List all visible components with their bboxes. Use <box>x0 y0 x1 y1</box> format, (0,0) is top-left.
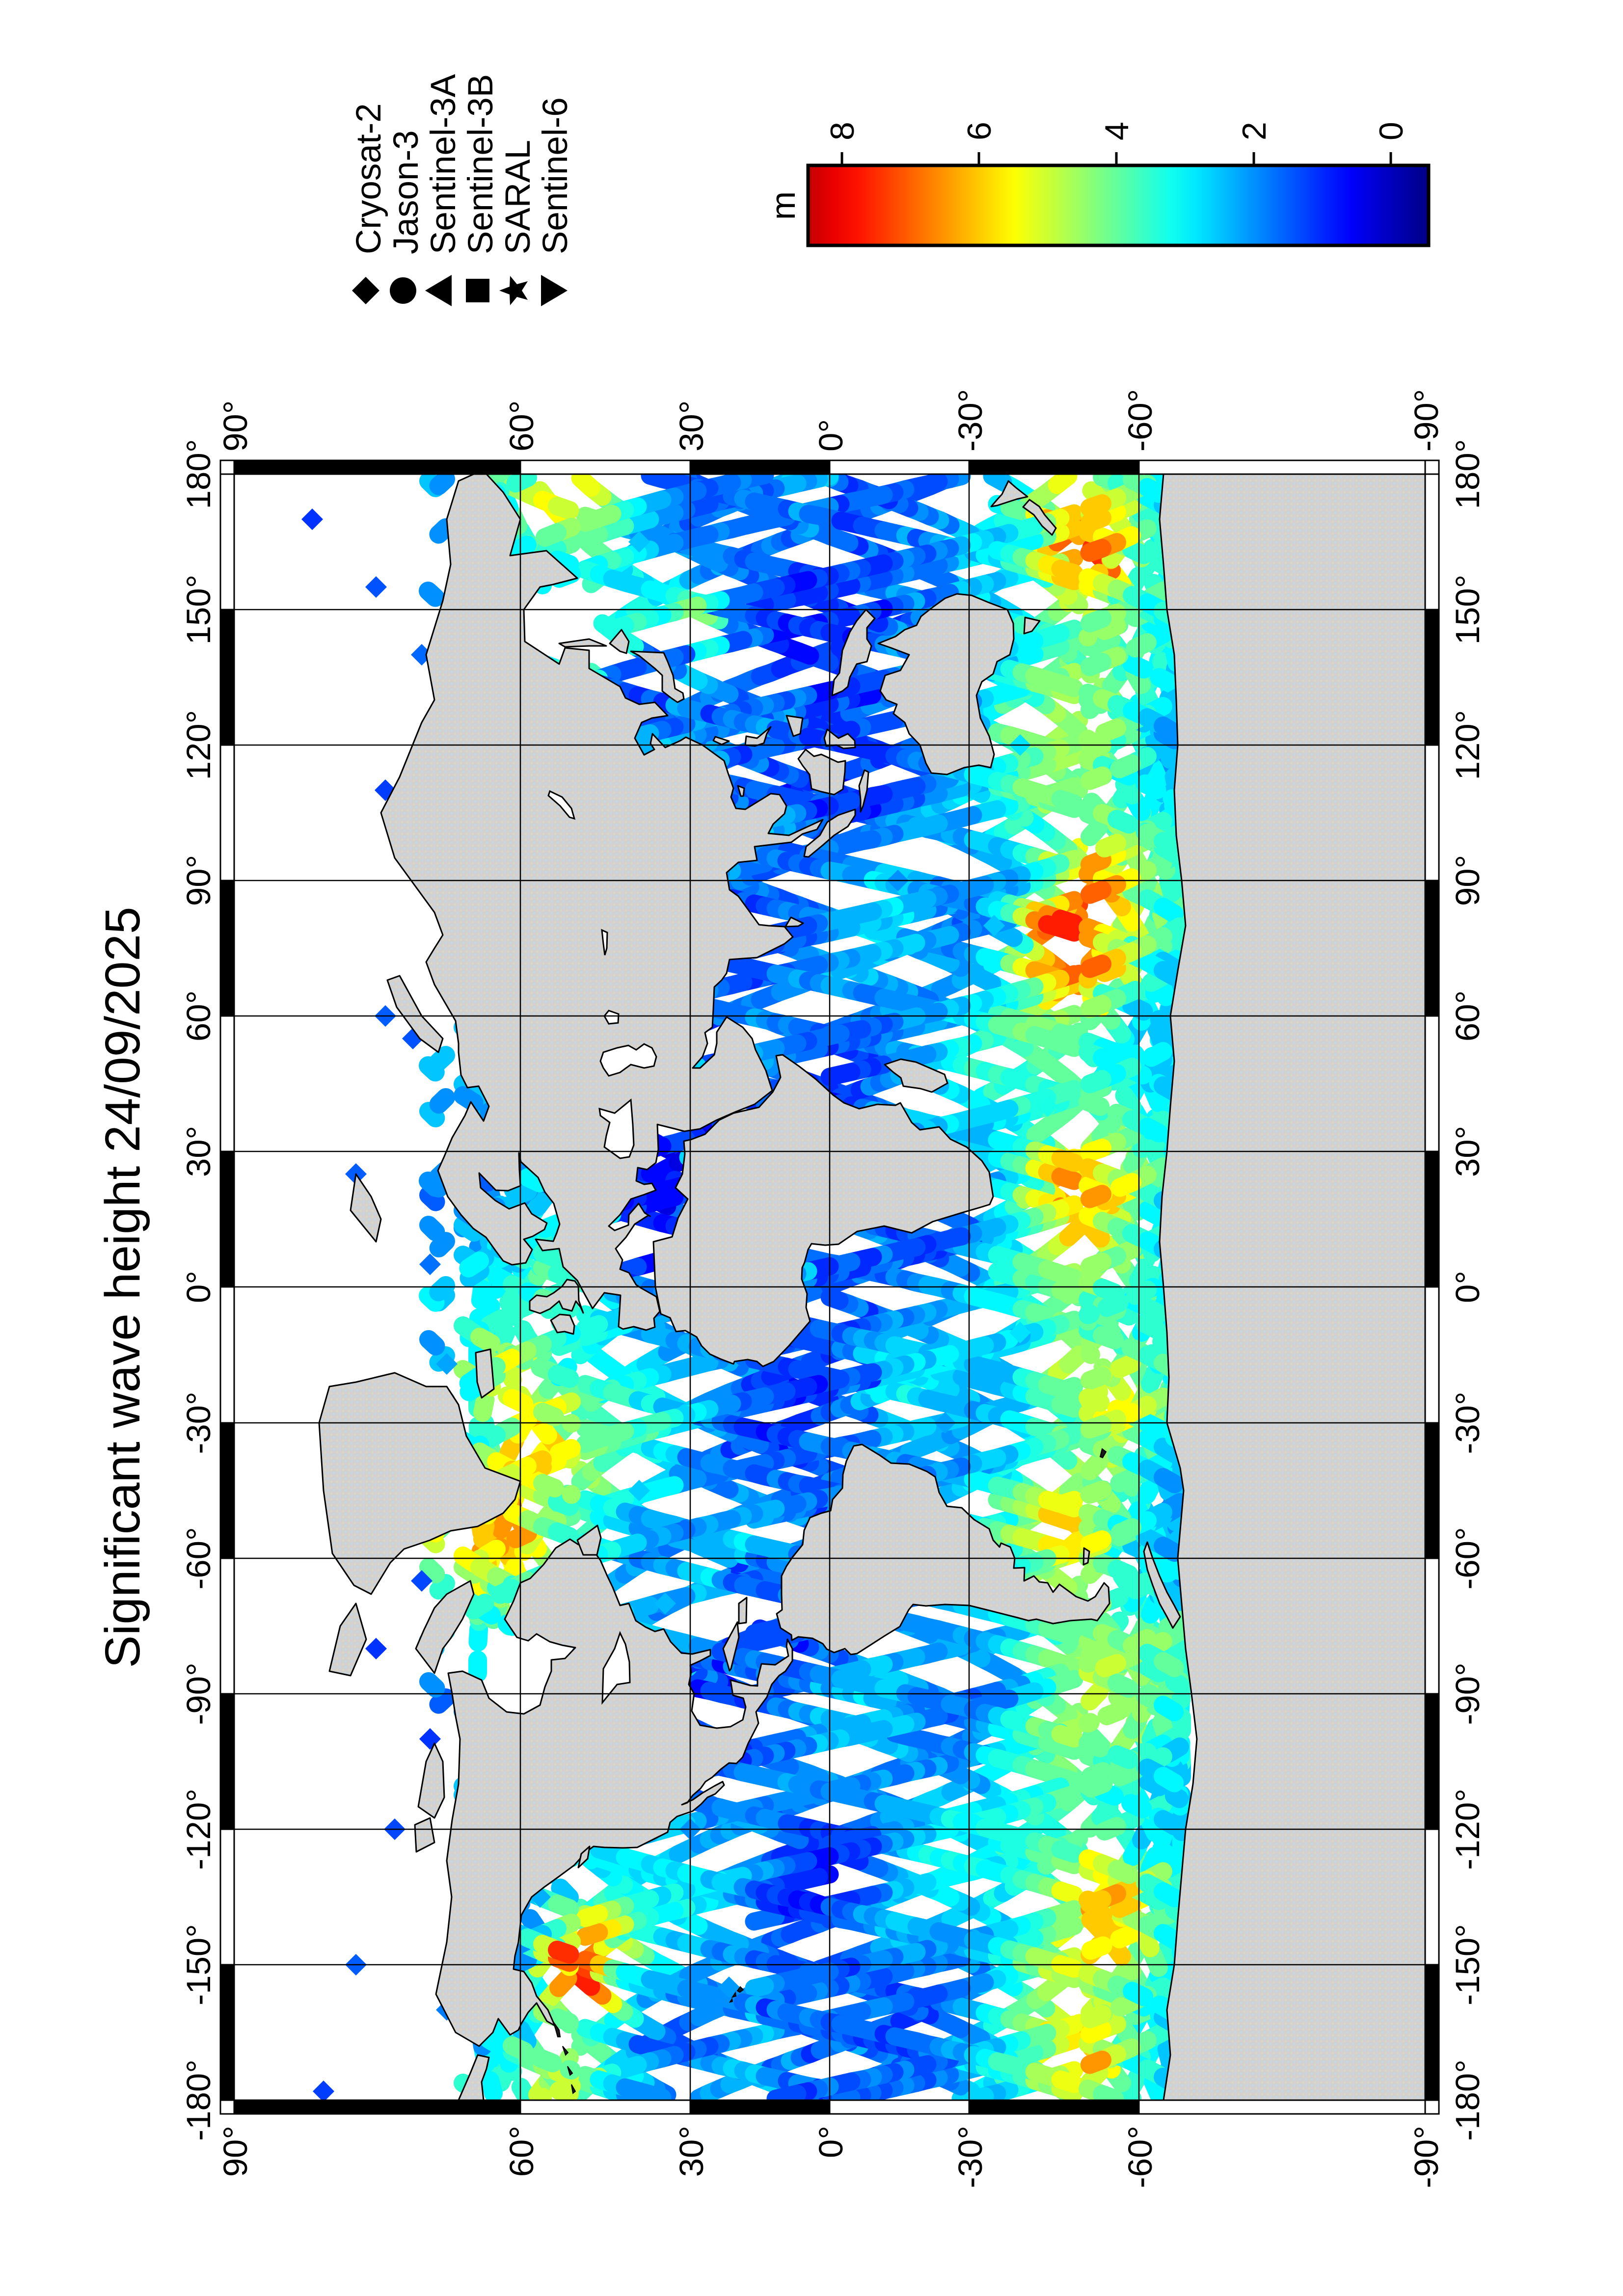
svg-text:-120°: -120° <box>1449 1789 1487 1870</box>
svg-text:-90°: -90° <box>1449 1662 1487 1725</box>
svg-text:4: 4 <box>1098 122 1136 140</box>
svg-text:0: 0 <box>1373 122 1410 140</box>
svg-text:6: 6 <box>961 122 998 140</box>
svg-text:60°: 60° <box>503 400 541 452</box>
svg-text:150°: 150° <box>1449 575 1487 645</box>
svg-text:60°: 60° <box>503 2126 541 2177</box>
svg-text:-150°: -150° <box>1449 1924 1487 2005</box>
svg-text:0°: 0° <box>1449 1271 1487 1303</box>
svg-text:180°: 180° <box>180 439 217 509</box>
svg-text:SARAL: SARAL <box>499 140 538 254</box>
svg-text:-60°: -60° <box>1121 389 1159 452</box>
svg-text:-90°: -90° <box>180 1662 217 1725</box>
svg-text:Sentinel-3B: Sentinel-3B <box>461 74 500 254</box>
svg-text:Jason-3: Jason-3 <box>387 130 426 254</box>
svg-text:-30°: -30° <box>951 2126 989 2188</box>
svg-text:2: 2 <box>1236 122 1273 140</box>
svg-text:30°: 30° <box>1449 1126 1487 1177</box>
svg-text:0°: 0° <box>812 2126 850 2158</box>
svg-text:150°: 150° <box>180 575 217 645</box>
svg-text:-180°: -180° <box>180 2059 217 2141</box>
svg-text:30°: 30° <box>673 2126 710 2177</box>
svg-text:120°: 120° <box>180 710 217 780</box>
svg-text:90°: 90° <box>216 2126 254 2177</box>
svg-text:60°: 60° <box>1449 990 1487 1041</box>
svg-text:Sentinel-6: Sentinel-6 <box>536 97 575 254</box>
svg-text:90°: 90° <box>1449 855 1487 906</box>
svg-text:-30°: -30° <box>951 389 989 452</box>
svg-text:Cryosat-2: Cryosat-2 <box>350 103 388 254</box>
svg-text:90°: 90° <box>216 400 254 452</box>
svg-text:-90°: -90° <box>1407 389 1445 452</box>
svg-text:90°: 90° <box>180 855 217 906</box>
svg-text:-60°: -60° <box>1121 2126 1159 2188</box>
svg-text:8: 8 <box>824 122 861 140</box>
svg-text:60°: 60° <box>180 990 217 1041</box>
svg-text:-60°: -60° <box>1449 1527 1487 1589</box>
svg-text:-30°: -30° <box>1449 1391 1487 1454</box>
svg-text:-180°: -180° <box>1449 2059 1487 2141</box>
svg-text:30°: 30° <box>180 1126 217 1177</box>
svg-text:-90°: -90° <box>1407 2126 1445 2188</box>
svg-text:m: m <box>764 191 802 220</box>
svg-text:180°: 180° <box>1449 439 1487 509</box>
svg-text:-60°: -60° <box>180 1527 217 1589</box>
svg-text:-30°: -30° <box>180 1391 217 1454</box>
svg-text:Sentinel-3A: Sentinel-3A <box>424 74 463 254</box>
svg-text:-150°: -150° <box>180 1924 217 2005</box>
svg-text:30°: 30° <box>673 400 710 452</box>
svg-text:Significant wave height 24/09/: Significant wave height 24/09/2025 <box>95 907 150 1668</box>
svg-text:0°: 0° <box>812 419 850 452</box>
svg-text:-120°: -120° <box>180 1789 217 1870</box>
svg-text:120°: 120° <box>1449 710 1487 780</box>
svg-text:0°: 0° <box>180 1271 217 1303</box>
